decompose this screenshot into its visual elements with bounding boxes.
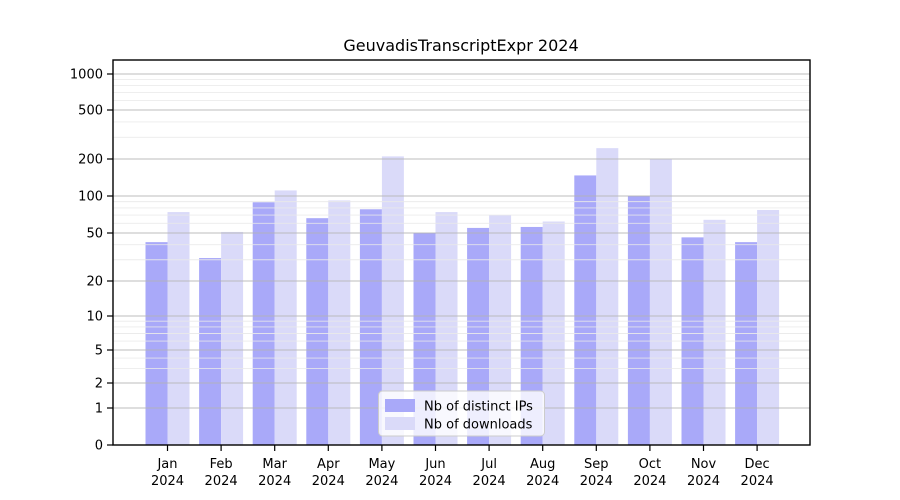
- y-tick-label-200: 200: [78, 153, 103, 168]
- x-axis-ticks: Jan 2024 Feb 2024 Mar 2024 Apr 2024 May 2024 Jun 20…: [151, 445, 774, 489]
- bar-downloads-jul: [489, 215, 512, 445]
- legend-box: [378, 390, 545, 437]
- bar-ips-feb: [199, 258, 222, 445]
- bar-ips-sep: [574, 175, 597, 445]
- x-tick-label-aug: Aug 2024: [526, 457, 559, 489]
- bar-downloads-nov: [703, 219, 726, 445]
- y-tick-label-5: 5: [95, 344, 103, 359]
- y-tick-label-1000: 1000: [70, 68, 103, 83]
- x-tick-label-oct: Oct 2024: [633, 457, 666, 489]
- bar-ips-apr: [306, 218, 329, 445]
- bar-downloads-may: [381, 156, 404, 445]
- y-tick-label-1: 1: [95, 402, 103, 417]
- y-axis-ticks: 0 1 2 5 10 20 50 100 200 500 1000: [70, 68, 113, 454]
- bar-downloads-apr: [328, 200, 351, 445]
- bar-downloads-feb: [221, 231, 244, 445]
- plot-border: [112, 59, 811, 446]
- bar-downloads-mar: [274, 190, 297, 445]
- legend-label-downloads: Nb of downloads: [424, 418, 533, 433]
- bar-downloads-sep: [596, 148, 619, 445]
- x-tick-label-dec: Dec 2024: [741, 457, 774, 489]
- x-tick-label-may: May 2024: [365, 457, 398, 489]
- minor-gridlines: [113, 79, 810, 369]
- legend-label-distinct-ips: Nb of distinct IPs: [424, 400, 533, 415]
- x-tick-label-mar: Mar 2024: [258, 457, 291, 489]
- bar-downloads-oct: [649, 159, 672, 445]
- bar-downloads-jun: [435, 212, 458, 445]
- x-tick-label-jan: Jan 2024: [151, 457, 184, 489]
- y-tick-label-0: 0: [95, 439, 103, 454]
- bar-downloads-jan: [167, 212, 190, 445]
- bar-ips-mar: [252, 202, 275, 445]
- y-tick-label-50: 50: [86, 227, 103, 242]
- y-tick-label-100: 100: [78, 190, 103, 205]
- x-tick-label-nov: Nov 2024: [687, 457, 720, 489]
- y-tick-label-2: 2: [95, 377, 103, 392]
- bar-ips-jan: [145, 242, 168, 445]
- major-gridlines: [113, 73, 810, 409]
- bar-downloads-dec: [757, 209, 780, 445]
- x-tick-label-apr: Apr 2024: [312, 457, 345, 489]
- y-tick-label-10: 10: [86, 310, 103, 325]
- chart-title: GeuvadisTranscriptExpr 2024: [343, 36, 578, 55]
- legend: Nb of distinct IPs Nb of downloads: [378, 390, 545, 437]
- legend-swatch-distinct-ips: [385, 399, 415, 412]
- y-tick-label-500: 500: [78, 104, 103, 119]
- bar-ips-dec: [735, 242, 758, 445]
- x-tick-label-sep: Sep 2024: [580, 457, 613, 489]
- x-tick-label-jun: Jun 2024: [419, 457, 452, 489]
- y-tick-label-20: 20: [86, 275, 103, 290]
- legend-swatch-downloads: [385, 417, 415, 430]
- x-tick-label-jul: Jul 2024: [473, 457, 506, 489]
- x-tick-label-feb: Feb 2024: [205, 457, 238, 489]
